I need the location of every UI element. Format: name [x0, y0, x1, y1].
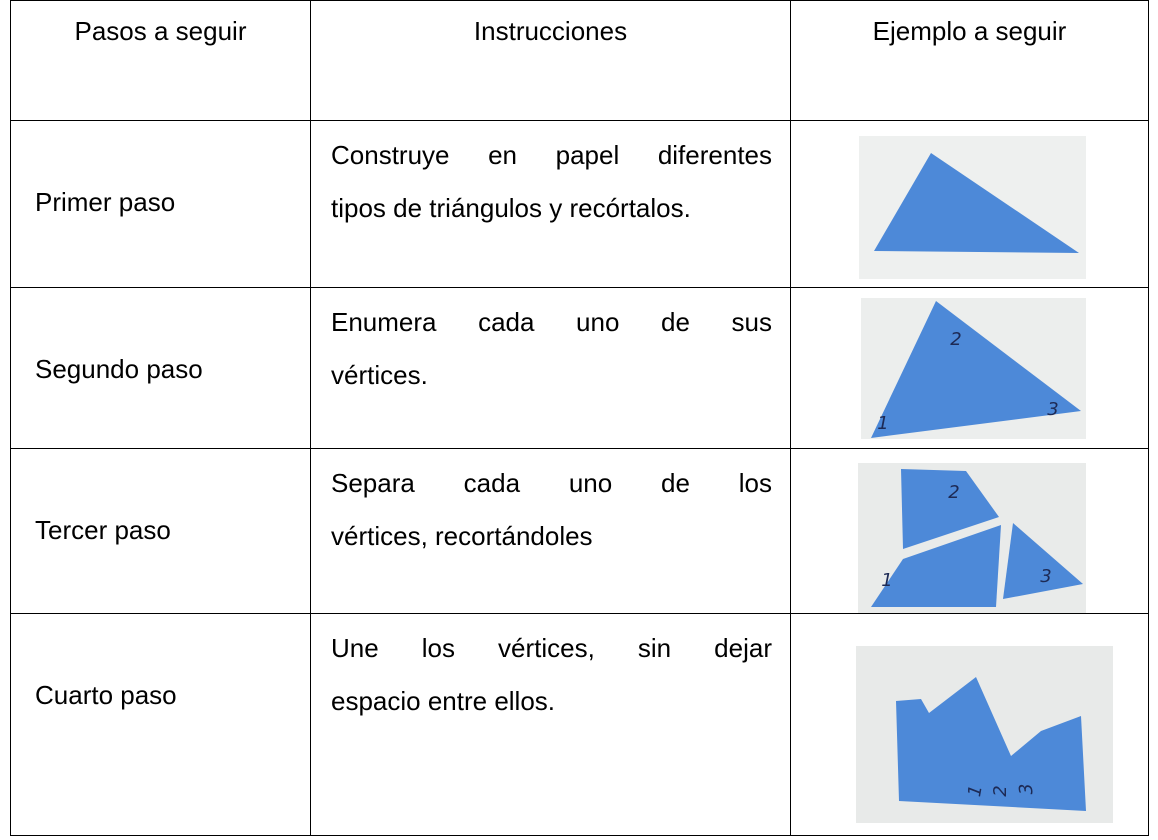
row: Primer paso Construye en papel diferente… [10, 120, 1149, 288]
vertex-label: 3 [1047, 399, 1058, 420]
instruction-line: Construye en papel diferentes [331, 140, 772, 170]
row: Cuarto paso Une los vértices, sin dejar e… [10, 613, 1149, 836]
instruction-line: Une los vértices, sin dejar [331, 633, 772, 663]
vertex-label: 3 [1040, 566, 1051, 587]
example-cell: 2 1 3 [790, 287, 1149, 449]
steps-table: Pasos a seguir Instrucciones Ejemplo a s… [10, 0, 1149, 836]
vertex-label: 1 [881, 570, 892, 591]
example-image: 2 1 3 [861, 298, 1086, 439]
example-cell [790, 120, 1149, 288]
step-cell: Primer paso [10, 120, 311, 288]
header-cell: Ejemplo a seguir [790, 0, 1149, 121]
example-image: 1 2 3 [856, 646, 1113, 823]
example-image: 2 1 3 [858, 463, 1086, 613]
header-cell: Instrucciones [310, 0, 791, 121]
instructions-cell: Construye en papel diferentes tipos de tr… [310, 120, 791, 288]
instruction-line: vértices, recortándoles [331, 521, 593, 551]
instructions-cell: Enumera cada uno de sus vértices. [310, 287, 791, 449]
header-cell: Pasos a seguir [10, 0, 311, 121]
example-image [859, 136, 1086, 279]
instructions-cell: Separa cada uno de los vértices, recortán… [310, 448, 791, 614]
vertex-label: 1 [964, 783, 987, 798]
row: Tercer paso Separa cada uno de los vértic… [10, 448, 1149, 614]
instruction-line: espacio entre ellos. [331, 686, 556, 716]
example-cell: 2 1 3 [790, 448, 1149, 614]
instruction-line: Enumera cada uno de sus [331, 307, 772, 337]
vertex-label: 2 [990, 785, 1011, 796]
vertex-label: 2 [950, 329, 961, 350]
step-cell: Segundo paso [10, 287, 311, 449]
instruction-line: vértices. [331, 360, 428, 390]
vertex-label: 1 [877, 413, 888, 434]
step-cell: Tercer paso [10, 448, 311, 614]
vertex-label: 2 [948, 482, 959, 503]
row: Segundo paso Enumera cada uno de sus vért… [10, 287, 1149, 449]
example-cell: 1 2 3 [790, 613, 1149, 836]
instruction-line: tipos de triángulos y recórtalos. [331, 193, 691, 223]
step-cell: Cuarto paso [10, 613, 311, 836]
instructions-cell: Une los vértices, sin dejar espacio entre… [310, 613, 791, 836]
vertex-label: 3 [1016, 782, 1038, 795]
header-row: Pasos a seguir Instrucciones Ejemplo a s… [10, 0, 1149, 121]
instruction-line: Separa cada uno de los [331, 468, 772, 498]
